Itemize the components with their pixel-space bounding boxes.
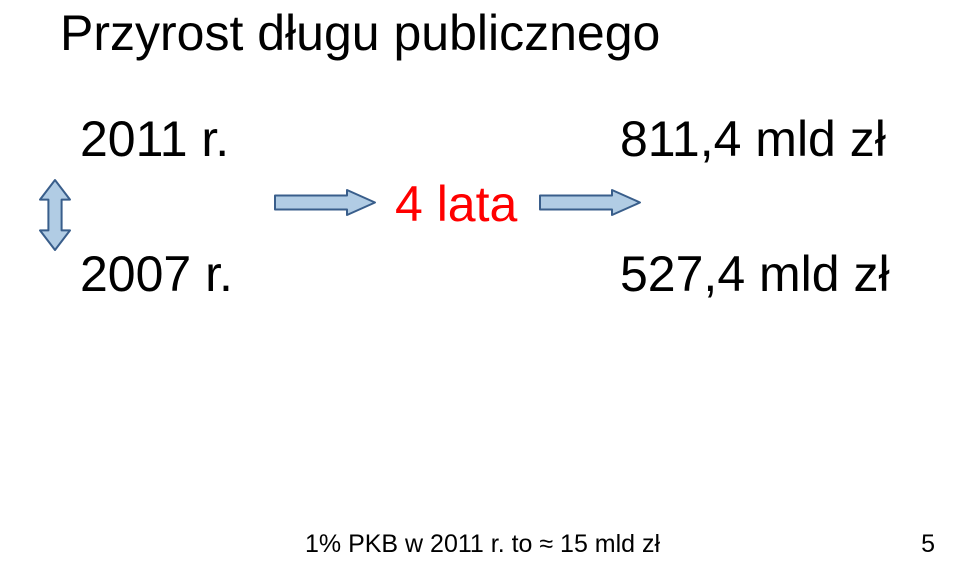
page-number: 5 — [921, 530, 935, 559]
year-2011-label: 2011 r. — [80, 110, 229, 168]
year-2007-label: 2007 r. — [80, 245, 233, 303]
footer-note: 1% PKB w 2011 r. to ≈ 15 mld zł — [305, 530, 660, 559]
right-arrow-right-icon — [540, 190, 640, 215]
slide-title: Przyrost długu publicznego — [60, 4, 660, 62]
value-2007: 527,4 mld zł — [620, 245, 890, 303]
up-down-arrow-icon — [40, 180, 70, 250]
duration-label: 4 lata — [395, 175, 517, 233]
right-arrow-left-icon — [275, 190, 375, 215]
value-2011: 811,4 mld zł — [620, 110, 886, 168]
